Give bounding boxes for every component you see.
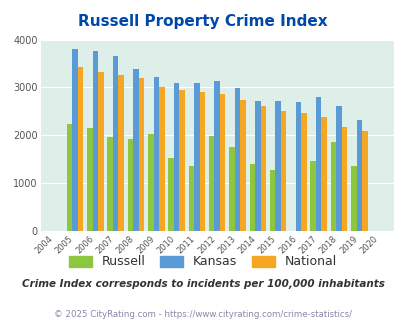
Bar <box>295 102 301 231</box>
Text: Crime Index corresponds to incidents per 100,000 inhabitants: Crime Index corresponds to incidents per… <box>21 279 384 289</box>
Bar <box>78 67 83 231</box>
Bar <box>72 49 78 231</box>
Bar <box>113 56 118 231</box>
Bar <box>341 127 346 231</box>
Bar <box>92 51 98 231</box>
Bar <box>254 101 260 231</box>
Bar <box>159 87 164 231</box>
Bar <box>209 136 214 231</box>
Bar <box>87 128 92 231</box>
Bar <box>148 134 153 231</box>
Bar <box>139 78 144 231</box>
Bar <box>330 142 335 231</box>
Bar <box>240 100 245 231</box>
Bar <box>173 83 179 231</box>
Bar <box>275 101 280 231</box>
Bar <box>168 158 173 231</box>
Bar <box>315 97 321 231</box>
Bar <box>199 92 205 231</box>
Bar <box>234 88 240 231</box>
Bar <box>361 130 367 231</box>
Bar <box>153 77 159 231</box>
Text: © 2025 CityRating.com - https://www.cityrating.com/crime-statistics/: © 2025 CityRating.com - https://www.city… <box>54 310 351 319</box>
Bar <box>133 69 139 231</box>
Bar <box>356 119 361 231</box>
Bar <box>220 94 225 231</box>
Bar <box>321 116 326 231</box>
Bar <box>249 164 254 231</box>
Bar <box>229 147 234 231</box>
Bar <box>188 166 194 231</box>
Legend: Russell, Kansas, National: Russell, Kansas, National <box>64 250 341 274</box>
Bar <box>179 90 184 231</box>
Bar <box>301 113 306 231</box>
Bar <box>310 161 315 231</box>
Bar <box>260 106 265 231</box>
Bar <box>214 81 220 231</box>
Bar <box>107 137 113 231</box>
Bar <box>269 170 275 231</box>
Bar <box>67 124 72 231</box>
Bar <box>335 106 341 231</box>
Bar <box>128 139 133 231</box>
Bar <box>350 166 356 231</box>
Bar <box>98 72 103 231</box>
Text: Russell Property Crime Index: Russell Property Crime Index <box>78 14 327 29</box>
Bar <box>194 83 199 231</box>
Bar <box>280 112 286 231</box>
Bar <box>118 75 124 231</box>
